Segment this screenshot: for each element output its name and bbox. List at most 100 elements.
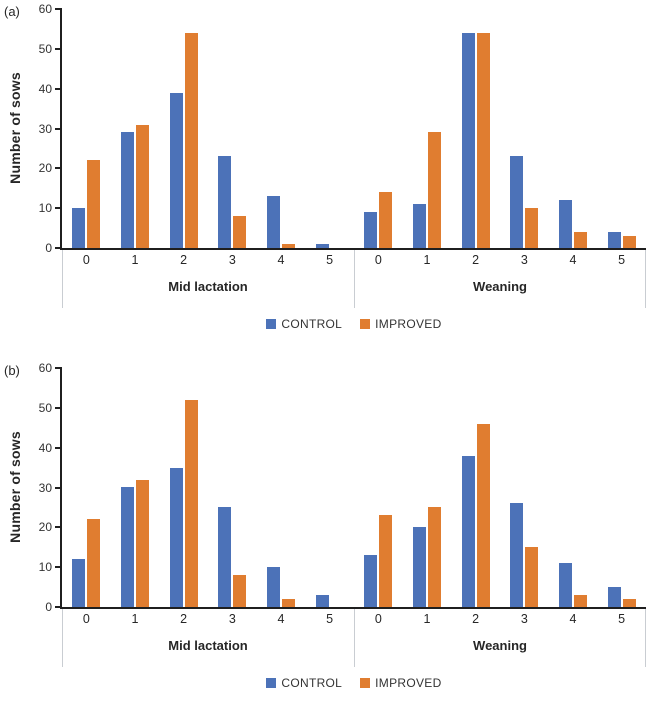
legend-item-control: CONTROL (266, 317, 342, 331)
y-tick-label: 20 (38, 520, 52, 535)
bar-control (510, 156, 524, 248)
x-category-label: 3 (228, 612, 236, 626)
category-group-divider (354, 250, 355, 308)
y-tick-mark (55, 8, 60, 10)
panel-label: (b) (4, 363, 20, 378)
x-category-label: 3 (520, 612, 528, 626)
panel-b: (b) Number of sows 0 10 20 30 40 50 60 0 1 2 3 4 5 Mi… (0, 359, 652, 707)
x-group-label: Weaning (473, 279, 527, 294)
y-tick-label: 40 (38, 81, 52, 96)
y-tick-mark (55, 87, 60, 90)
y-tick-label: 30 (38, 121, 52, 136)
y-tick-label: 40 (38, 440, 52, 455)
category-group-divider (354, 609, 355, 667)
bar-control (510, 503, 524, 607)
x-category-label: 4 (277, 253, 285, 267)
bar-control (607, 232, 621, 248)
bar-improved (282, 244, 295, 248)
x-category-label: 4 (569, 253, 577, 267)
bar-control (72, 559, 86, 607)
legend-label: IMPROVED (375, 676, 442, 690)
x-category-label: 0 (374, 253, 382, 267)
bar-control (559, 200, 572, 248)
panel-label: (a) (4, 4, 20, 19)
x-category-label: 1 (423, 612, 431, 626)
x-category-label: 1 (131, 253, 139, 267)
x-axis-line (60, 248, 646, 250)
legend-label: CONTROL (281, 676, 343, 690)
x-category-label: 2 (180, 253, 188, 267)
bar-improved (87, 160, 101, 248)
x-group-label: Mid lactation (168, 638, 248, 653)
category-group-divider (645, 609, 646, 667)
bar-improved (184, 400, 198, 607)
x-category-label: 2 (180, 612, 188, 626)
bar-control (267, 567, 280, 607)
bar-control (364, 212, 378, 248)
x-axis-line (60, 607, 646, 609)
y-tick-mark (55, 406, 60, 409)
bar-control (315, 595, 329, 607)
x-category-label: 5 (326, 612, 334, 626)
y-tick-label: 10 (38, 560, 52, 575)
x-category-label: 5 (618, 253, 626, 267)
legend-label: IMPROVED (375, 317, 442, 331)
bar-improved (622, 236, 636, 248)
bar-improved (233, 216, 247, 248)
bar-control (607, 587, 621, 607)
bar-control (413, 527, 426, 607)
category-group-divider (645, 250, 646, 308)
bar-improved (574, 232, 587, 248)
y-tick-label: 30 (38, 480, 52, 495)
bar-improved (87, 519, 101, 607)
bar-improved (428, 132, 441, 248)
y-tick-mark (55, 566, 60, 569)
bar-control (559, 563, 572, 607)
bar-control (218, 156, 232, 248)
bar-control (315, 244, 329, 248)
x-category-label: 5 (618, 612, 626, 626)
legend-label: CONTROL (281, 317, 343, 331)
x-category-label: 1 (423, 253, 431, 267)
category-group-divider (62, 250, 63, 308)
panel-a: (a) Number of sows 0 10 20 30 40 50 60 0 1 2 3 4 5 Mi… (0, 0, 652, 348)
y-axis-line (60, 8, 62, 250)
y-tick-label: 0 (45, 600, 52, 614)
x-group-label: Mid lactation (168, 279, 248, 294)
bar-control (218, 507, 232, 607)
bar-control (72, 208, 86, 248)
bar-improved (136, 125, 149, 248)
x-category-label: 2 (472, 612, 480, 626)
legend: CONTROL IMPROVED (62, 316, 646, 332)
bar-improved (476, 424, 490, 607)
bar-control (267, 196, 280, 248)
y-tick-mark (55, 606, 60, 608)
bar-control (169, 468, 183, 607)
bar-control (121, 132, 134, 248)
x-category-label: 0 (82, 612, 90, 626)
y-tick-mark (55, 367, 60, 369)
category-group-divider (62, 609, 63, 667)
chart-area: 0 10 20 30 40 50 60 0 1 2 3 4 5 Mid lactation 0 1 2 3 4 5 We… (0, 0, 652, 348)
legend-swatch-control (266, 319, 277, 329)
y-tick-label: 0 (45, 241, 52, 255)
x-category-label: 5 (326, 253, 334, 267)
bar-improved (379, 515, 393, 607)
bar-improved (622, 599, 636, 607)
legend-swatch-improved (360, 319, 371, 329)
y-tick-mark (55, 167, 60, 170)
y-tick-mark (55, 446, 60, 449)
y-tick-label: 50 (38, 41, 52, 56)
legend-item-improved: IMPROVED (360, 676, 441, 690)
y-tick-label: 60 (38, 361, 52, 375)
x-category-label: 4 (277, 612, 285, 626)
bar-control (364, 555, 378, 607)
legend-item-improved: IMPROVED (360, 317, 441, 331)
x-group-label: Weaning (473, 638, 527, 653)
legend-item-control: CONTROL (266, 676, 342, 690)
y-tick-label: 60 (38, 2, 52, 16)
x-category-label: 3 (228, 253, 236, 267)
y-tick-mark (55, 247, 60, 249)
bar-improved (233, 575, 247, 607)
y-tick-mark (55, 127, 60, 130)
